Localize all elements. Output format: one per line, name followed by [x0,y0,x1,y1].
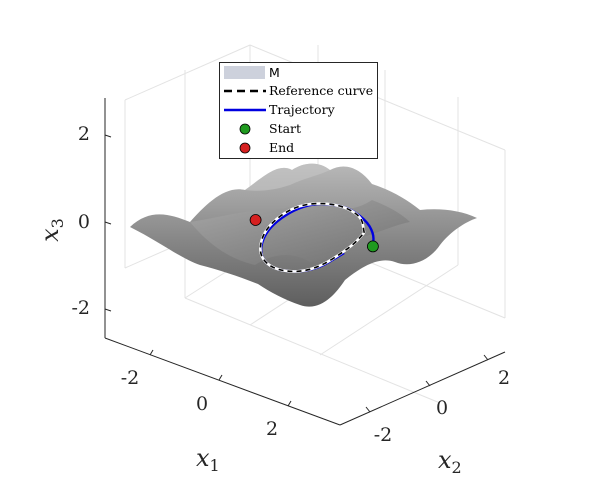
x2-axis-label: x2 [438,446,462,477]
legend-label-start: Start [269,121,301,136]
x2-axis-line [339,351,506,426]
surface-ridge [190,200,410,265]
legend-swatch-end [239,142,251,154]
surface-m [130,163,477,307]
legend: M Reference curve Trajectory Start End [219,62,378,159]
x1-tick-label: -2 [121,367,140,389]
x1-axis-line [104,337,341,426]
x1-tick-label: 2 [266,418,278,440]
x2-tick-label: 0 [436,397,448,419]
x3-axis-label-main: x [36,228,64,242]
x2-tick-label: -2 [374,424,393,446]
grid-line [184,297,441,404]
start-marker [366,240,379,253]
axis-lines [104,98,506,426]
x1-tick [218,374,223,381]
x1-axis-label-sub: 1 [210,456,220,475]
surface-highlight [245,163,330,191]
legend-swatch-surface [224,66,265,79]
curves [249,202,379,273]
x2-axis-label-sub: 2 [452,458,462,477]
tick-labels: 2 0 -2 -2 0 2 -2 0 2 [71,123,510,446]
x2-axis-label-main: x [438,446,452,474]
x3-tick [104,308,112,312]
x3-axis-label: x3 [36,218,67,242]
x3-tick-label: 0 [78,211,90,233]
grid-line [124,44,251,101]
x3-tick [104,134,112,138]
end-marker [249,214,262,226]
x3-tick-label: -2 [71,297,90,319]
legend-swatch-start [239,123,251,135]
x1-tick-label: 0 [196,393,208,415]
x2-tick [483,354,489,361]
x1-axis-label-main: x [196,444,210,472]
x3-tick-label: 2 [78,123,90,145]
x1-axis-label: x1 [196,444,220,475]
x2-tick [425,380,431,387]
grid-line [319,264,459,356]
legend-label-end: End [269,140,294,155]
legend-label-surface: M [269,65,280,80]
x1-tick [287,400,292,407]
x1-tick [149,349,154,356]
x3-axis-label-sub: 3 [48,218,67,228]
x2-tick [365,406,371,413]
reference-curve-line [259,202,365,273]
x3-tick [104,221,112,225]
x2-tick-label: 2 [498,367,510,389]
legend-label-reference: Reference curve [269,83,373,98]
legend-label-trajectory: Trajectory [269,102,336,117]
